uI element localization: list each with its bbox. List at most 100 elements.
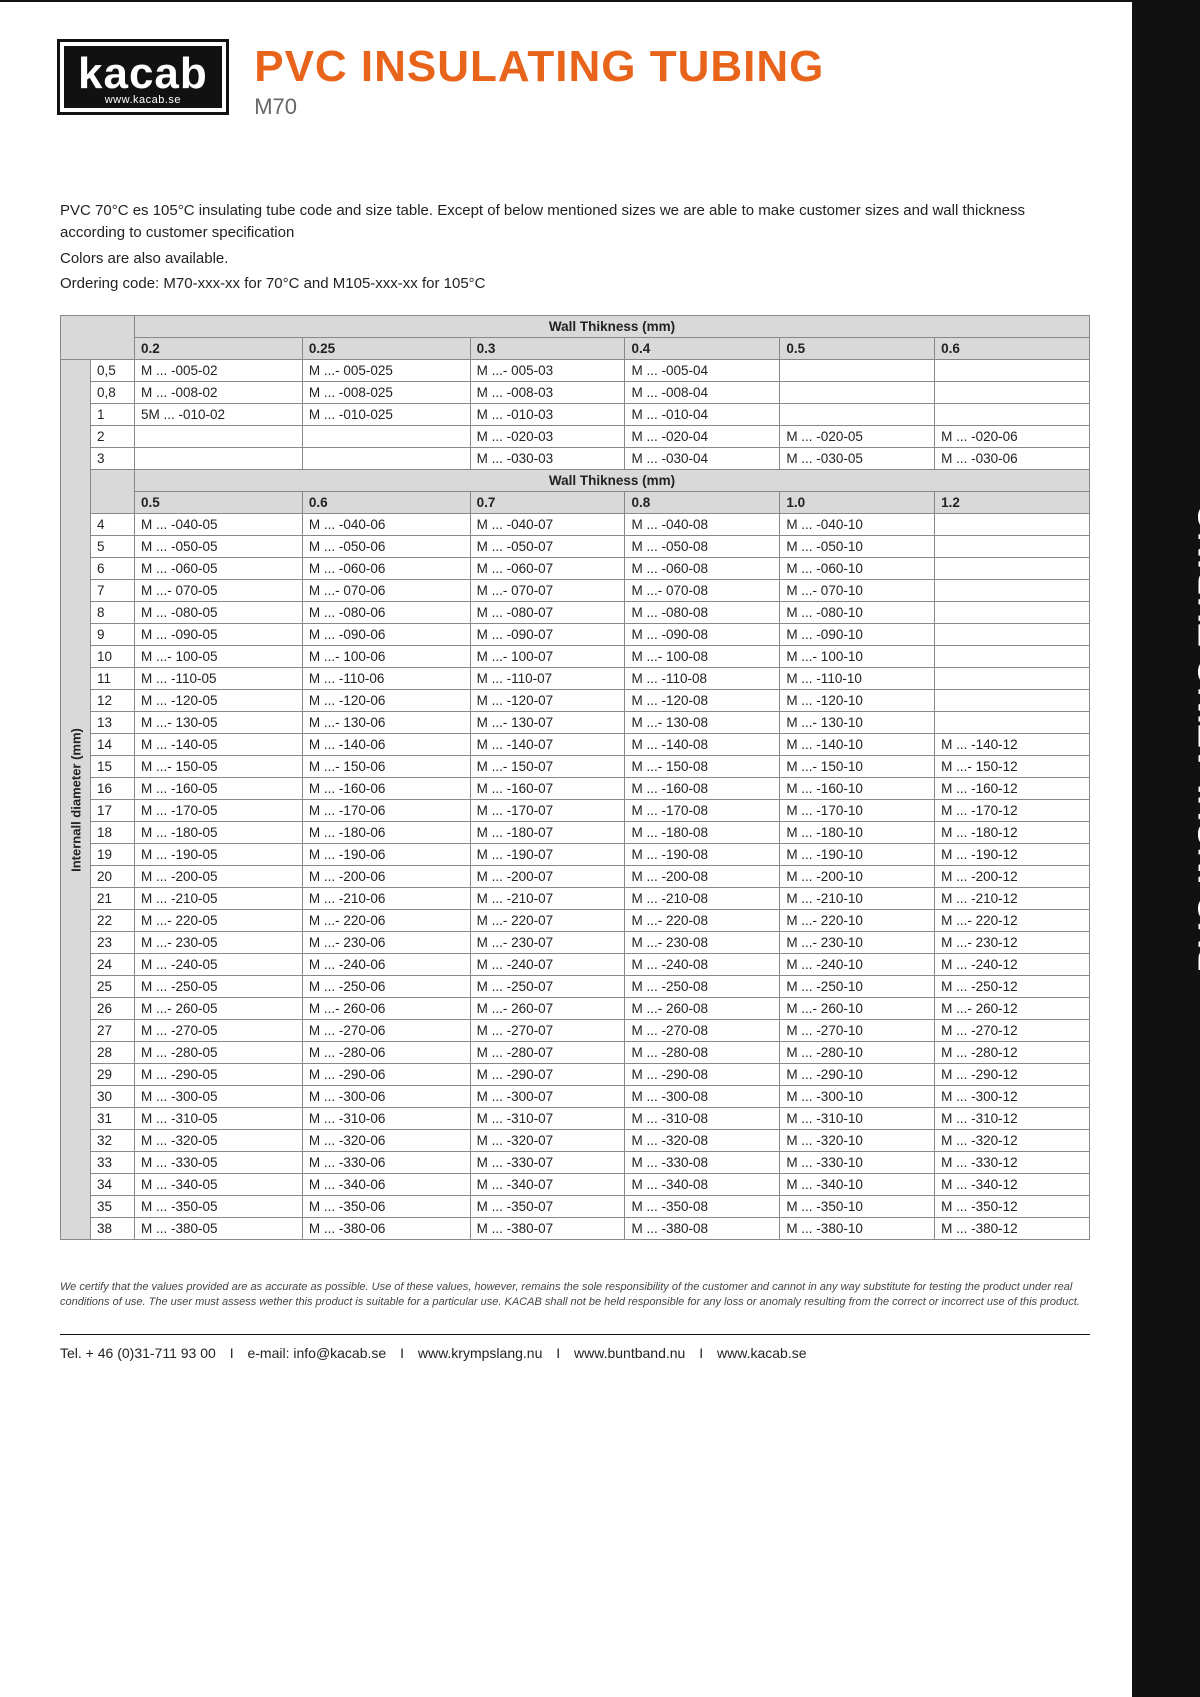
- code-cell: M ... -330-07: [470, 1152, 625, 1174]
- code-cell: M ... -200-07: [470, 866, 625, 888]
- code-cell: M ... -080-10: [780, 602, 935, 624]
- code-cell: M ... -270-05: [135, 1020, 303, 1042]
- separator: I: [699, 1345, 703, 1361]
- code-cell: M ... -380-05: [135, 1218, 303, 1240]
- code-cell: M ... -210-06: [302, 888, 470, 910]
- code-cell: M ... -170-12: [935, 800, 1090, 822]
- footer-email: e-mail: info@kacab.se: [247, 1345, 386, 1361]
- diameter-value: 28: [91, 1042, 135, 1064]
- code-cell: M ...- 070-07: [470, 580, 625, 602]
- code-cell: M ... -350-07: [470, 1196, 625, 1218]
- diameter-value: 35: [91, 1196, 135, 1218]
- code-cell: [780, 404, 935, 426]
- diameter-value: 17: [91, 800, 135, 822]
- code-cell: M ... -080-06: [302, 602, 470, 624]
- diameter-value: 3: [91, 448, 135, 470]
- code-cell: M ... -310-08: [625, 1108, 780, 1130]
- diameter-value: 31: [91, 1108, 135, 1130]
- code-cell: M ... -110-05: [135, 668, 303, 690]
- code-cell: [302, 426, 470, 448]
- code-cell: M ... -190-10: [780, 844, 935, 866]
- code-cell: M ...- 260-08: [625, 998, 780, 1020]
- logo: kacab www.kacab.se: [60, 42, 226, 112]
- code-cell: M ... -005-02: [135, 360, 303, 382]
- code-cell: M ... -180-12: [935, 822, 1090, 844]
- code-cell: M ... -240-10: [780, 954, 935, 976]
- code-cell: M ... -270-12: [935, 1020, 1090, 1042]
- code-cell: M ... -190-08: [625, 844, 780, 866]
- code-cell: M ... -250-07: [470, 976, 625, 998]
- code-cell: M ... -330-10: [780, 1152, 935, 1174]
- code-cell: M ... -040-08: [625, 514, 780, 536]
- diameter-value: 7: [91, 580, 135, 602]
- content: kacab www.kacab.se PVC INSULATING TUBING…: [0, 2, 1200, 1381]
- intro-text: PVC 70°C es 105°C insulating tube code a…: [60, 200, 1090, 295]
- code-cell: M ... -180-07: [470, 822, 625, 844]
- table-row: 11M ... -110-05M ... -110-06M ... -110-0…: [61, 668, 1090, 690]
- code-cell: M ... -120-06: [302, 690, 470, 712]
- code-cell: M ...- 220-10: [780, 910, 935, 932]
- table-row: 15M ... -010-02M ... -010-025M ... -010-…: [61, 404, 1090, 426]
- diameter-value: 6: [91, 558, 135, 580]
- mid-corner: [91, 470, 135, 514]
- code-cell: M ...- 100-06: [302, 646, 470, 668]
- page-title: PVC INSULATING TUBING: [254, 42, 824, 92]
- code-cell: M ... -170-07: [470, 800, 625, 822]
- code-cell: M ... -280-06: [302, 1042, 470, 1064]
- table-row: 17M ... -170-05M ... -170-06M ... -170-0…: [61, 800, 1090, 822]
- diameter-value: 29: [91, 1064, 135, 1086]
- code-cell: M ... -380-10: [780, 1218, 935, 1240]
- table-row: 9M ... -090-05M ... -090-06M ... -090-07…: [61, 624, 1090, 646]
- code-cell: M ... -280-07: [470, 1042, 625, 1064]
- code-cell: M ... -020-05: [780, 426, 935, 448]
- table-row: 18M ... -180-05M ... -180-06M ... -180-0…: [61, 822, 1090, 844]
- col-header: 0.7: [470, 492, 625, 514]
- code-cell: M ... -330-06: [302, 1152, 470, 1174]
- diameter-value: 26: [91, 998, 135, 1020]
- code-cell: M ... -170-08: [625, 800, 780, 822]
- code-cell: M ...- 150-10: [780, 756, 935, 778]
- page-subtitle: M70: [254, 94, 824, 120]
- logo-main: kacab: [78, 52, 208, 96]
- code-cell: M ...- 130-08: [625, 712, 780, 734]
- code-cell: M ...- 150-05: [135, 756, 303, 778]
- page: PVC INSULATING TUBING kacab www.kacab.se…: [0, 0, 1200, 1697]
- code-cell: M ... -010-025: [302, 404, 470, 426]
- code-cell: M ... -250-06: [302, 976, 470, 998]
- disclaimer: We certify that the values provided are …: [60, 1280, 1090, 1310]
- code-cell: M ... -320-08: [625, 1130, 780, 1152]
- code-cell: M ... -270-10: [780, 1020, 935, 1042]
- code-cell: M ... -160-08: [625, 778, 780, 800]
- code-cell: M ... -080-05: [135, 602, 303, 624]
- code-cell: M ... -310-12: [935, 1108, 1090, 1130]
- code-cell: [135, 448, 303, 470]
- code-cell: M ... -270-07: [470, 1020, 625, 1042]
- code-cell: M ... -290-06: [302, 1064, 470, 1086]
- table-row: 4M ... -040-05M ... -040-06M ... -040-07…: [61, 514, 1090, 536]
- table-row: 28M ... -280-05M ... -280-06M ... -280-0…: [61, 1042, 1090, 1064]
- code-cell: M ... -340-07: [470, 1174, 625, 1196]
- code-cell: M ... -050-08: [625, 536, 780, 558]
- diameter-value: 4: [91, 514, 135, 536]
- code-cell: M ... -060-10: [780, 558, 935, 580]
- footer-tel: Tel. + 46 (0)31-711 93 00: [60, 1345, 216, 1361]
- code-cell: [935, 668, 1090, 690]
- code-cell: M ... -340-12: [935, 1174, 1090, 1196]
- code-cell: M ... -140-10: [780, 734, 935, 756]
- wall-thickness-header-2: Wall Thikness (mm): [135, 470, 1090, 492]
- code-cell: M ... -120-08: [625, 690, 780, 712]
- col-header: 0.5: [780, 338, 935, 360]
- code-cell: M ...- 230-05: [135, 932, 303, 954]
- code-cell: M ... -300-06: [302, 1086, 470, 1108]
- table-row: 3M ... -030-03M ... -030-04M ... -030-05…: [61, 448, 1090, 470]
- code-cell: M ...- 230-10: [780, 932, 935, 954]
- table-row: 7M ...- 070-05M ...- 070-06M ...- 070-07…: [61, 580, 1090, 602]
- code-cell: M ... -008-03: [470, 382, 625, 404]
- code-cell: M ... -310-07: [470, 1108, 625, 1130]
- code-cell: M ...- 260-12: [935, 998, 1090, 1020]
- code-cell: M ... -350-10: [780, 1196, 935, 1218]
- code-cell: M ... -140-06: [302, 734, 470, 756]
- code-cell: M ...- 230-07: [470, 932, 625, 954]
- code-cell: M ... -330-05: [135, 1152, 303, 1174]
- code-cell: M ...- 130-10: [780, 712, 935, 734]
